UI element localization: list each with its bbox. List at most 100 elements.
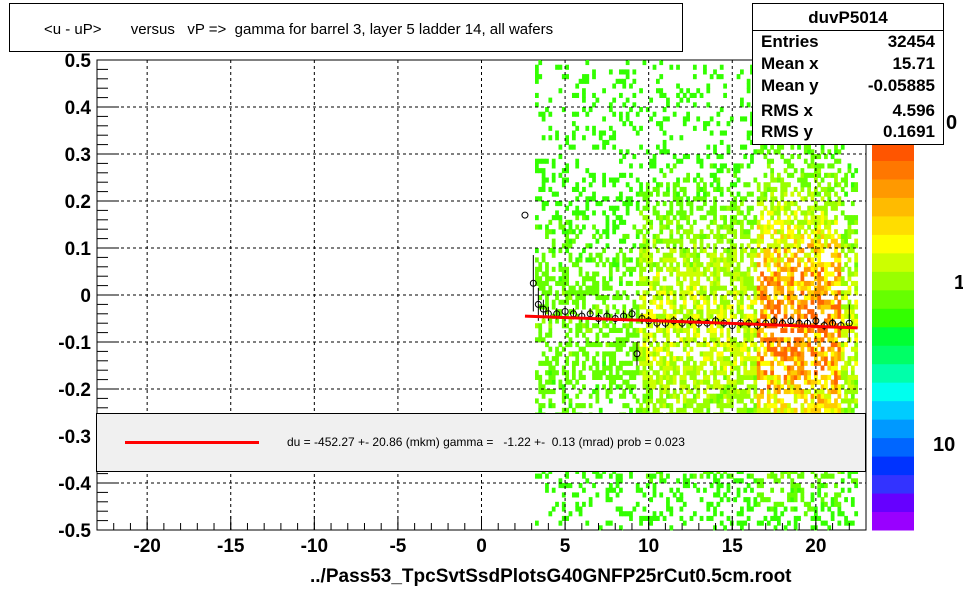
heatmap-cell bbox=[807, 407, 811, 413]
heatmap-cell bbox=[783, 205, 788, 211]
heatmap-cell bbox=[723, 403, 727, 409]
heatmap-cell bbox=[750, 285, 754, 291]
heatmap-cell bbox=[585, 323, 590, 329]
heatmap-cell bbox=[649, 520, 654, 526]
heatmap-cell bbox=[800, 393, 805, 399]
heatmap-cell bbox=[837, 243, 842, 249]
heatmap-cell bbox=[645, 313, 650, 319]
heatmap-cell bbox=[837, 266, 842, 272]
heatmap-cell bbox=[582, 215, 586, 221]
heatmap-cell bbox=[706, 262, 711, 268]
heatmap-cell bbox=[753, 332, 758, 338]
heatmap-cell bbox=[743, 520, 748, 526]
heatmap-cell bbox=[592, 102, 596, 108]
heatmap-cell bbox=[750, 506, 754, 512]
heatmap-cell bbox=[776, 374, 781, 380]
heatmap-cell bbox=[723, 271, 727, 277]
heatmap-cell bbox=[696, 403, 701, 409]
heatmap-cell bbox=[541, 257, 546, 263]
heatmap-cell bbox=[813, 511, 818, 517]
y-tick-label: -0.3 bbox=[58, 427, 91, 448]
heatmap-cell bbox=[555, 346, 559, 352]
heatmap-cell bbox=[827, 224, 832, 230]
heatmap-cell bbox=[854, 483, 859, 489]
heatmap-cell bbox=[568, 403, 573, 409]
heatmap-cell bbox=[830, 384, 835, 390]
heatmap-cell bbox=[787, 205, 791, 211]
heatmap-cell bbox=[716, 280, 721, 286]
heatmap-cell bbox=[837, 389, 842, 395]
heatmap-cell bbox=[561, 346, 566, 352]
heatmap-cell bbox=[595, 271, 600, 277]
heatmap-cell bbox=[676, 497, 680, 503]
heatmap-cell bbox=[827, 403, 832, 409]
heatmap-cell bbox=[743, 182, 748, 188]
heatmap-cell bbox=[817, 205, 822, 211]
heatmap-cell bbox=[773, 196, 778, 202]
heatmap-cell bbox=[703, 487, 707, 493]
heatmap-cell bbox=[666, 290, 670, 296]
heatmap-cell bbox=[548, 248, 553, 254]
heatmap-cell bbox=[541, 111, 546, 117]
heatmap-cell bbox=[696, 407, 701, 413]
heatmap-cell bbox=[679, 243, 684, 249]
heatmap-cell bbox=[824, 219, 828, 225]
heatmap-cell bbox=[535, 374, 539, 380]
heatmap-cell bbox=[743, 196, 748, 202]
heatmap-cell bbox=[797, 262, 801, 268]
heatmap-cell bbox=[535, 158, 539, 164]
heatmap-cell bbox=[770, 177, 775, 183]
heatmap-cell bbox=[696, 276, 701, 282]
heatmap-cell bbox=[706, 374, 711, 380]
heatmap-cell bbox=[555, 135, 559, 141]
heatmap-cell bbox=[666, 473, 670, 479]
heatmap-cell bbox=[672, 191, 677, 197]
heatmap-cell bbox=[649, 219, 654, 225]
heatmap-cell bbox=[844, 290, 848, 296]
heatmap-cell bbox=[743, 342, 748, 348]
heatmap-cell bbox=[793, 233, 798, 239]
heatmap-cell bbox=[803, 342, 808, 348]
heatmap-cell bbox=[817, 393, 822, 399]
heatmap-cell bbox=[568, 318, 573, 324]
heatmap-cell bbox=[776, 172, 781, 178]
heatmap-cell bbox=[797, 304, 801, 310]
heatmap-cell bbox=[807, 280, 811, 286]
heatmap-cell bbox=[766, 163, 771, 169]
heatmap-cell bbox=[793, 215, 798, 221]
fit-line bbox=[524, 314, 858, 330]
heatmap-cell bbox=[558, 276, 563, 282]
heatmap-cell bbox=[598, 473, 603, 479]
heatmap-cell bbox=[561, 506, 566, 512]
heatmap-cell bbox=[854, 290, 859, 296]
heatmap-cell bbox=[847, 266, 852, 272]
heatmap-cell bbox=[716, 186, 721, 192]
heatmap-cell bbox=[790, 219, 795, 225]
heatmap-cell bbox=[669, 356, 674, 362]
heatmap-cell bbox=[746, 370, 751, 376]
heatmap-cell bbox=[585, 356, 590, 362]
heatmap-cell bbox=[827, 393, 832, 399]
heatmap-cell bbox=[746, 506, 751, 512]
heatmap-cell bbox=[746, 407, 751, 413]
heatmap-cell bbox=[561, 285, 566, 291]
heatmap-cell bbox=[820, 403, 825, 409]
heatmap-cell bbox=[686, 360, 690, 366]
heatmap-cell bbox=[605, 304, 610, 310]
heatmap-cell bbox=[763, 497, 768, 503]
heatmap-cell bbox=[612, 229, 617, 235]
heatmap-cell bbox=[632, 393, 637, 399]
heatmap-cell bbox=[810, 506, 815, 512]
heatmap-cell bbox=[545, 389, 549, 395]
heatmap-cell bbox=[592, 92, 596, 98]
heatmap-cell bbox=[575, 332, 580, 338]
heatmap-cell bbox=[699, 365, 704, 371]
heatmap-cell bbox=[538, 389, 543, 395]
heatmap-cell bbox=[797, 384, 801, 390]
heatmap-cell bbox=[655, 351, 660, 357]
heatmap-cell bbox=[692, 252, 697, 258]
heatmap-cell bbox=[555, 191, 559, 197]
heatmap-cell bbox=[776, 478, 781, 484]
heatmap-cell bbox=[682, 92, 687, 98]
heatmap-cell bbox=[750, 332, 754, 338]
